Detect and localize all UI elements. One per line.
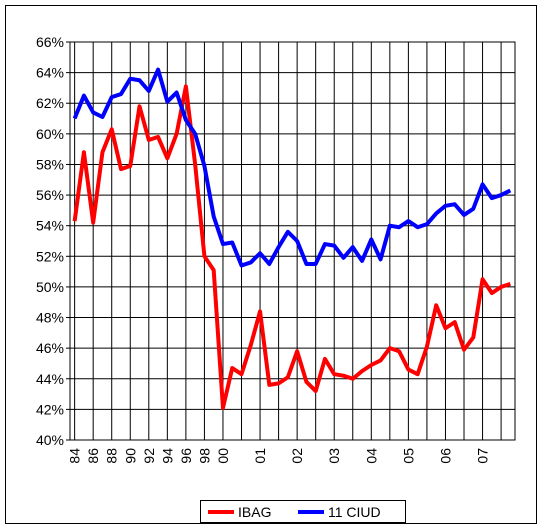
x-tick-label: 98 xyxy=(196,448,212,464)
legend-label: IBAG xyxy=(238,504,271,520)
x-tick-label: 05 xyxy=(400,448,416,464)
y-tick-label: 48% xyxy=(36,310,64,326)
x-tick-label: 88 xyxy=(104,448,120,464)
x-tick-label: 86 xyxy=(85,448,101,464)
y-tick-label: 42% xyxy=(36,401,64,417)
x-tick-label: 90 xyxy=(122,448,138,464)
x-tick-label: 94 xyxy=(159,448,175,464)
y-tick-label: 58% xyxy=(36,156,64,172)
x-tick-label: 96 xyxy=(178,448,194,464)
series-line xyxy=(72,84,511,410)
plot-area xyxy=(70,42,515,440)
y-tick-label: 44% xyxy=(36,371,64,387)
x-tick-label: 01 xyxy=(252,448,268,464)
y-tick-label: 56% xyxy=(36,187,64,203)
y-tick-label: 60% xyxy=(36,126,64,142)
legend: IBAG 11 CIUD xyxy=(200,500,406,523)
legend-label: 11 CIUD xyxy=(328,504,381,520)
y-tick-label: 62% xyxy=(36,95,64,111)
y-tick-label: 46% xyxy=(36,340,64,356)
y-tick-label: 50% xyxy=(36,279,64,295)
y-tick-label: 64% xyxy=(36,65,64,81)
y-tick-label: 66% xyxy=(36,34,64,50)
x-tick-label: 92 xyxy=(141,448,157,464)
plot-border xyxy=(69,41,516,441)
y-tick-label: 52% xyxy=(36,248,64,264)
x-tick-label: 07 xyxy=(475,448,491,464)
x-tick-label: 03 xyxy=(326,448,342,464)
x-tick-label: 02 xyxy=(289,448,305,464)
y-tick-label: 40% xyxy=(36,432,64,448)
series-line xyxy=(72,67,512,268)
x-tick-label: 04 xyxy=(363,448,379,464)
x-tick-label: 06 xyxy=(437,448,453,464)
x-tick-label: 00 xyxy=(215,448,231,464)
x-tick-label: 84 xyxy=(67,448,83,464)
y-tick-label: 54% xyxy=(36,218,64,234)
